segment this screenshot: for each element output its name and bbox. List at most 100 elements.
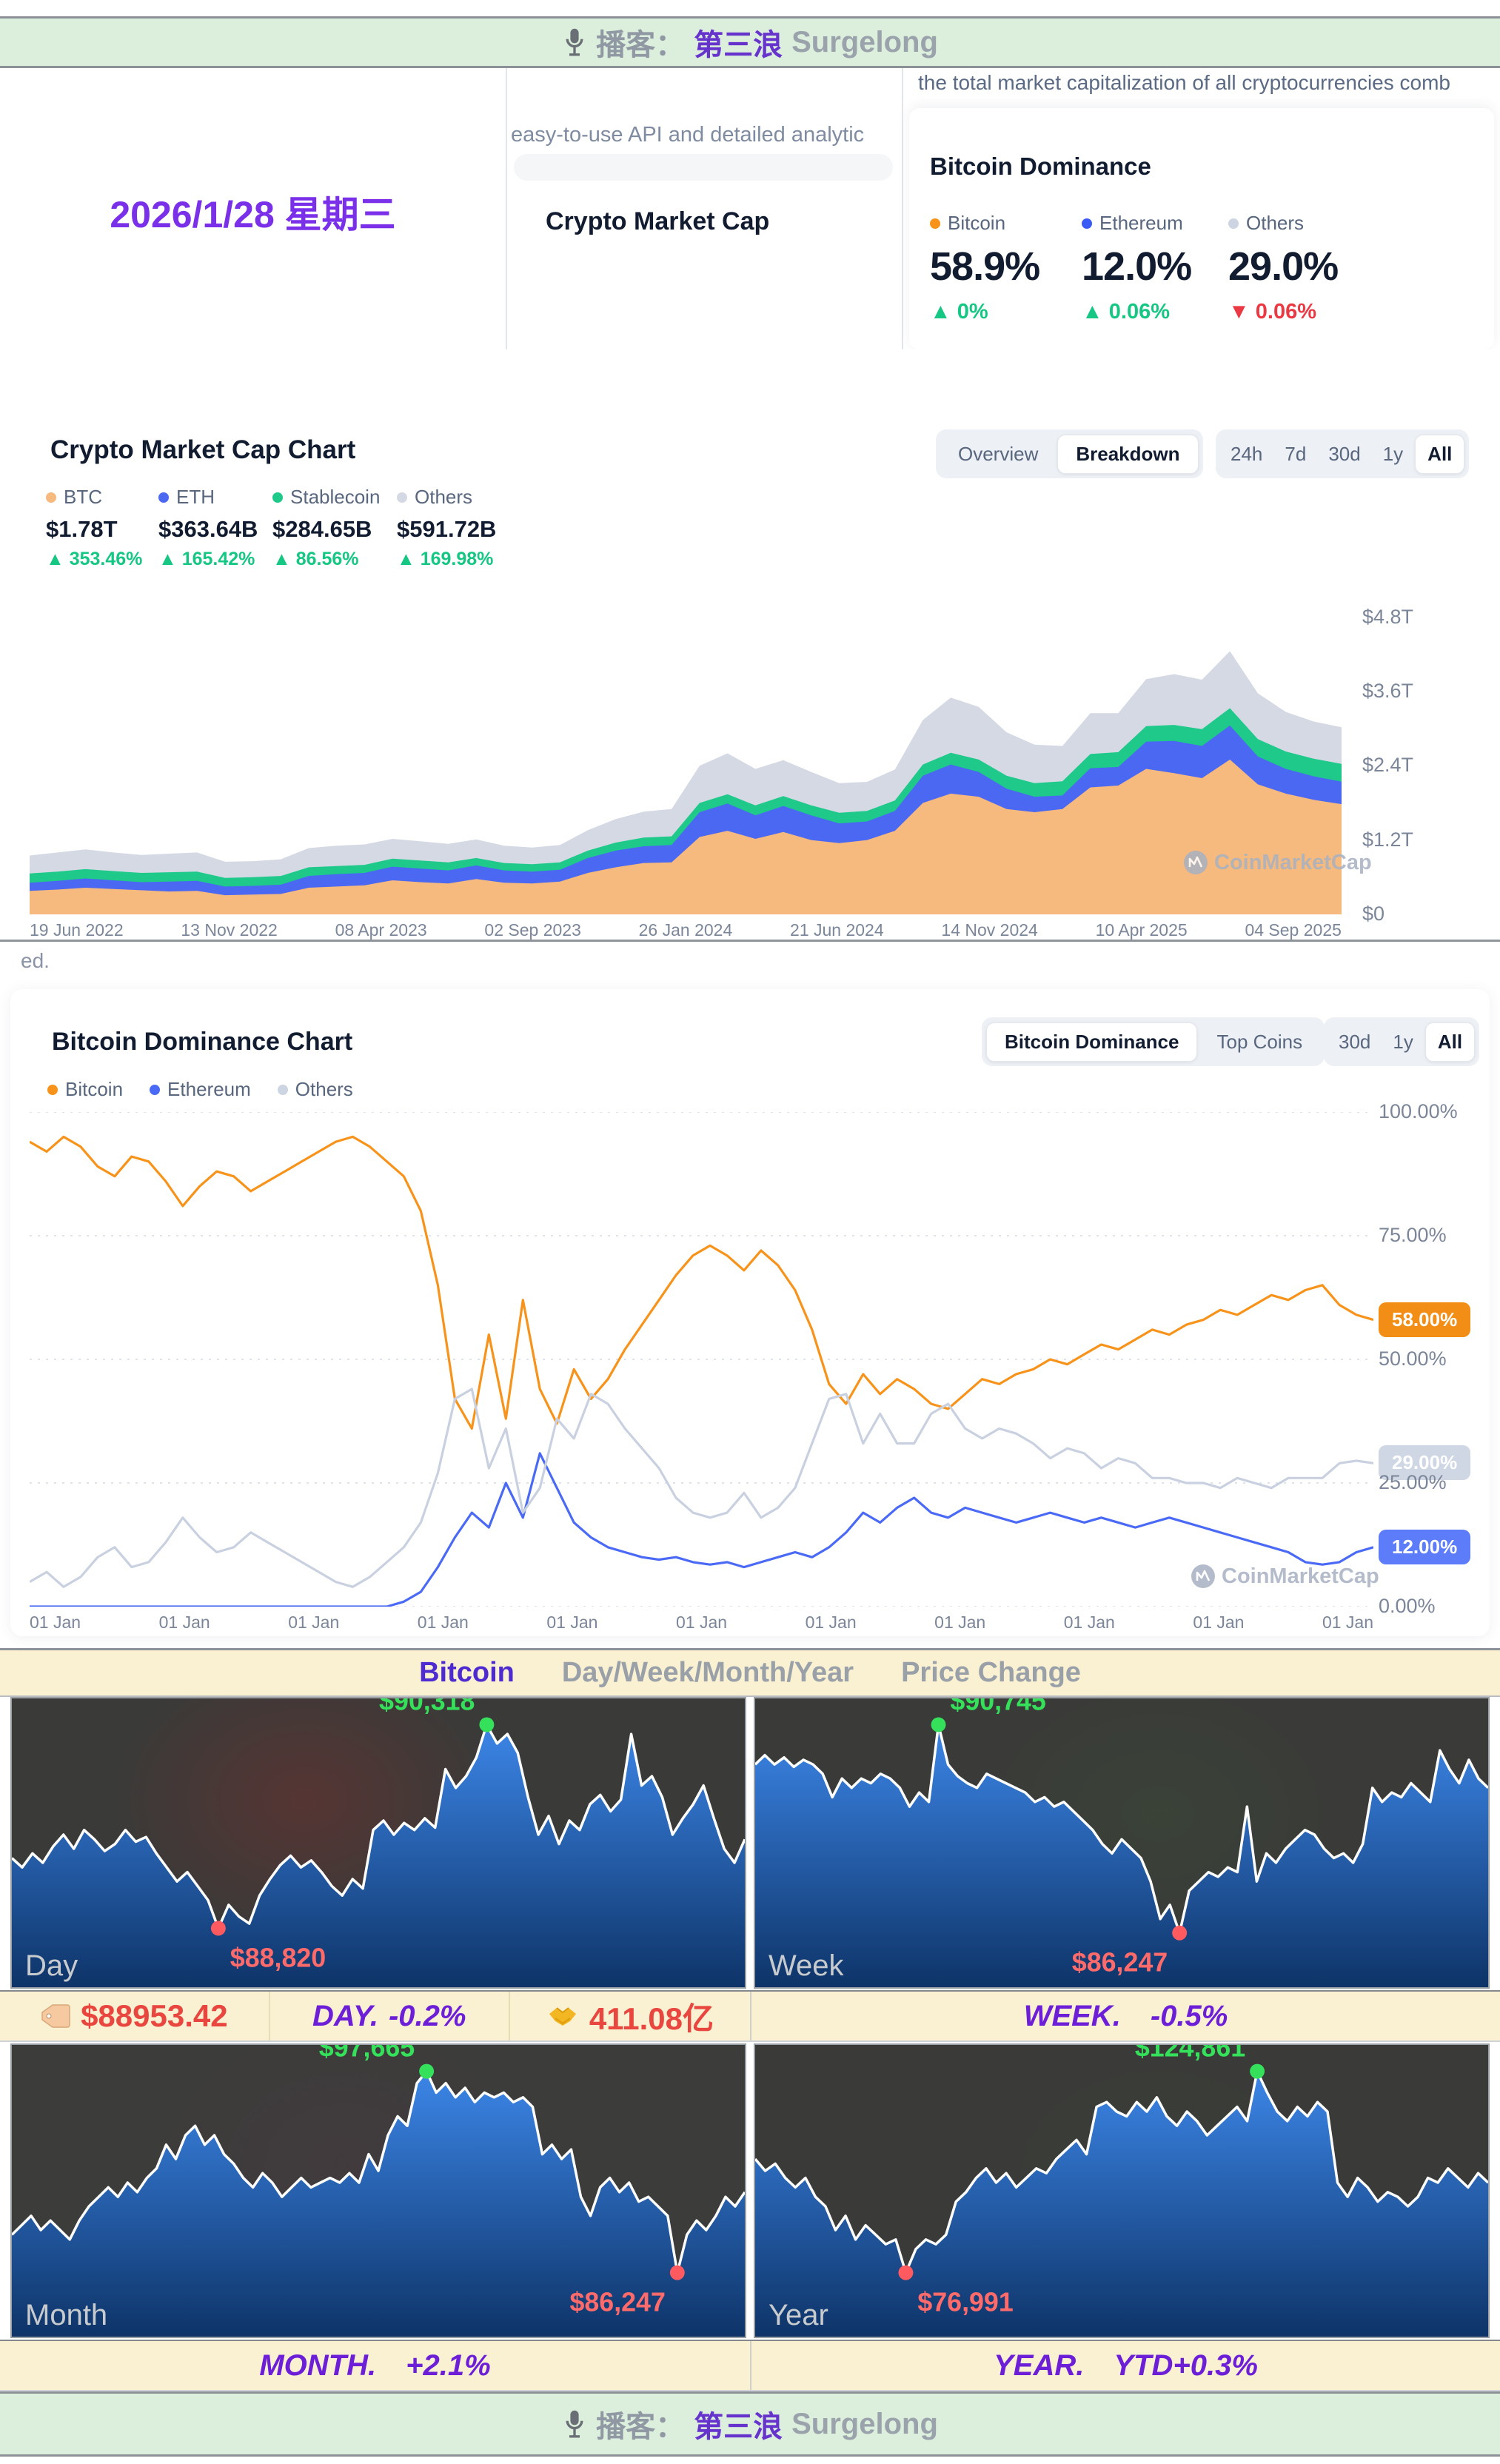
handshake-icon [546, 2003, 579, 2029]
svg-text:$90,745: $90,745 [950, 1698, 1045, 1716]
price-row-1: $88953.42 DAY. -0.2% 411.08亿 WEEK. -0.5% [0, 1990, 1500, 2042]
market-cap-view-tabs: Overview Breakdown [936, 429, 1203, 478]
axis-label: 08 Apr 2023 [335, 920, 427, 940]
band-periods-label: Day/Week/Month/Year [561, 1657, 854, 1688]
legend-btc: BTC $1.78T ▲ 353.46% [46, 486, 143, 569]
price-row-1-left: $88953.42 DAY. -0.2% 411.08亿 [0, 1992, 750, 2040]
tab-overview[interactable]: Overview [958, 442, 1039, 465]
legend-eth: ETH $363.64B ▲ 165.42% [158, 486, 258, 569]
podcast-label: 播客： [596, 2411, 686, 2443]
axis-label: 01 Jan [288, 1613, 340, 1632]
svg-text:$76,991: $76,991 [917, 2288, 1013, 2317]
others-dot-icon [277, 1084, 288, 1095]
month-chart[interactable]: $97,665 $86,247 Month [10, 2043, 746, 2338]
axis-label: 01 Jan [1063, 1613, 1115, 1632]
year-chart[interactable]: $124,861 $76,991 Year [754, 2043, 1490, 2338]
stat-change: ▲ 0% [930, 300, 988, 324]
stat-change: ▼ 0.06% [1228, 300, 1316, 324]
axis-label: $1.2T [1362, 828, 1414, 851]
axis-label: 01 Jan [158, 1613, 210, 1632]
dominance-stat-others: Others 29.0% ▼ 0.06% [1228, 212, 1376, 324]
axis-label: 21 Jun 2024 [790, 920, 884, 940]
axis-label: 50.00% [1379, 1348, 1447, 1370]
volume-cell: 411.08亿 [510, 1992, 750, 2040]
range-all[interactable]: All [1424, 1022, 1476, 1062]
range-all[interactable]: All [1415, 434, 1465, 474]
axis-label: 14 Nov 2024 [941, 920, 1038, 940]
price-change-band: Bitcoin Day/Week/Month/Year Price Change [0, 1648, 1500, 1697]
stat-value: 29.0% [1228, 244, 1339, 289]
tab-top-coins[interactable]: Top Coins [1216, 1030, 1303, 1053]
dominance-chart-title: Bitcoin Dominance Chart [52, 1028, 353, 1056]
coinmarketcap-logo-icon [1191, 1564, 1215, 1588]
svg-text:$97,665: $97,665 [319, 2045, 415, 2063]
legend-others: Others $591.72B ▲ 169.98% [397, 486, 497, 569]
coinmarketcap-watermark: CoinMarketCap [1183, 850, 1372, 875]
dominance-x-axis: 01 Jan 01 Jan 01 Jan 01 Jan 01 Jan 01 Jan 01 J… [30, 1613, 1373, 1633]
axis-label: 13 Nov 2022 [181, 920, 278, 940]
year-change-cell: YEAR. YTD+0.3% [750, 2341, 1500, 2390]
mini-chart-row-1: $90,318 $88,820 Day $90,745 $86,247 Week [10, 1697, 1490, 1989]
dominance-line-chart[interactable] [29, 1111, 1374, 1610]
stat-value: 12.0% [1082, 244, 1192, 289]
svg-text:$90,318: $90,318 [379, 1698, 475, 1716]
svg-text:$124,861: $124,861 [1135, 2045, 1245, 2063]
svg-text:$88,820: $88,820 [230, 1943, 326, 1972]
podcast-label: 播客： [596, 29, 686, 61]
others-dot-icon [397, 492, 407, 503]
week-label: WEEK. [1023, 1999, 1121, 2032]
axis-label: $2.4T [1362, 754, 1414, 777]
market-cap-legend: BTC $1.78T ▲ 353.46% ETH $363.64B ▲ 165.… [46, 486, 560, 570]
divider [506, 68, 507, 349]
tab-breakdown[interactable]: Breakdown [1057, 434, 1199, 474]
stat-name: Ethereum [1099, 212, 1183, 234]
axis-label: 01 Jan [30, 1613, 81, 1632]
axis-label: 25.00% [1379, 1471, 1447, 1493]
axis-label: 0.00% [1379, 1595, 1436, 1617]
day-change: -0.2% [388, 1999, 466, 2032]
mic-icon [562, 2408, 587, 2440]
btc-dot-icon [46, 492, 56, 503]
dominance-range-tabs: 30d 1y All [1324, 1017, 1480, 1066]
axis-label: 01 Jan [1322, 1613, 1373, 1632]
legend-stablecoin: Stablecoin $284.65B ▲ 86.56% [272, 486, 381, 569]
axis-label: 01 Jan [805, 1613, 857, 1632]
axis-label: 10 Apr 2025 [1095, 920, 1188, 940]
dominance-summary-card [909, 108, 1494, 349]
day-chart[interactable]: $90,318 $88,820 Day [10, 1697, 746, 1989]
band-price-change-label: Price Change [901, 1657, 1081, 1688]
bitcoin-dot-icon [930, 218, 940, 229]
tab-bitcoin-dominance[interactable]: Bitcoin Dominance [986, 1022, 1198, 1062]
range-30d[interactable]: 30d [1328, 442, 1361, 465]
ethereum-dot-icon [1082, 218, 1092, 229]
market-cap-stacked-chart[interactable] [30, 574, 1342, 918]
axis-label: 100.00% [1379, 1100, 1458, 1122]
range-30d[interactable]: 30d [1339, 1030, 1371, 1053]
range-1y[interactable]: 1y [1382, 442, 1404, 465]
range-1y[interactable]: 1y [1393, 1030, 1413, 1053]
bitcoin-dot-icon [47, 1084, 58, 1095]
stat-name: Bitcoin [948, 212, 1006, 234]
axis-label: 01 Jan [1193, 1613, 1245, 1632]
axis-label: 01 Jan [675, 1613, 728, 1632]
axis-badge: 12.00% [1379, 1529, 1471, 1564]
dominance-y-axis: 100.00% 75.00% 58.00% 50.00% 29.00% 25.00% 12.… [1379, 1100, 1497, 1617]
date-label: 2026/1/28 星期三 [110, 194, 396, 235]
crypto-market-cap-label: Crypto Market Cap [546, 207, 770, 235]
axis-label: 75.00% [1379, 1224, 1447, 1246]
day-chart-label: Day [25, 1949, 78, 1982]
axis-badge: 58.00% [1379, 1302, 1471, 1337]
range-24h[interactable]: 24h [1231, 442, 1263, 465]
svg-text:$86,247: $86,247 [1072, 1948, 1168, 1978]
price-row-2: MONTH. +2.1% YEAR. YTD+0.3% [0, 2340, 1500, 2391]
range-7d[interactable]: 7d [1285, 442, 1307, 465]
stablecoin-dot-icon [272, 492, 283, 503]
month-change-cell: MONTH. +2.1% [0, 2341, 750, 2390]
podcast-name-en: Surgelong [791, 25, 938, 58]
dominance-chart-legend: Bitcoin Ethereum Others [47, 1078, 353, 1101]
price-cell: $88953.42 [0, 1992, 270, 2040]
week-chart[interactable]: $90,745 $86,247 Week [754, 1697, 1490, 1989]
week-change: -0.5% [1150, 1999, 1228, 2032]
podcast-header-bar: 播客： 第三浪 Surgelong [0, 16, 1500, 68]
